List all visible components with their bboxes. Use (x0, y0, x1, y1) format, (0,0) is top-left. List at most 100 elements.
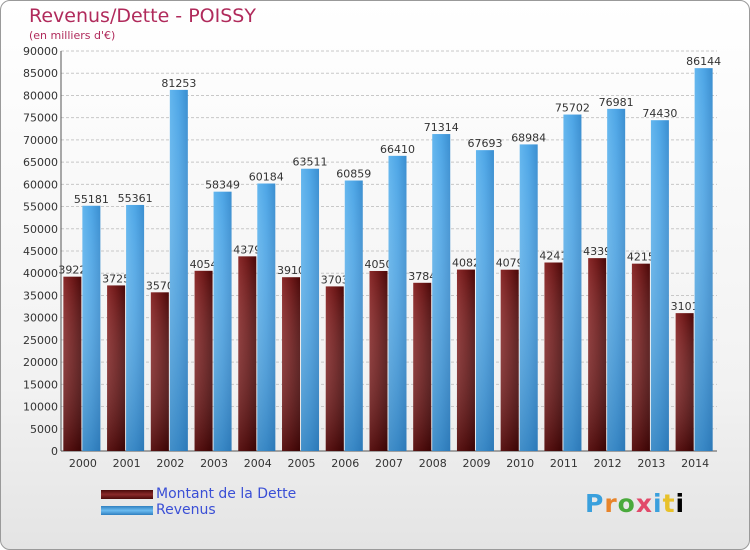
bar-revenus-shade (82, 205, 101, 451)
logo-letter: t (662, 489, 676, 518)
data-label-dette: 4339 (583, 245, 611, 258)
bar-revenus-shade (257, 183, 276, 451)
y-tick-label: 5000 (30, 423, 58, 436)
bar-dette-shade (194, 270, 213, 451)
x-tick-label: 2011 (550, 457, 578, 470)
x-tick-label: 2007 (375, 457, 403, 470)
y-tick-label: 65000 (23, 156, 58, 169)
y-tick-label: 75000 (23, 112, 58, 125)
data-label-revenus: 58349 (205, 179, 240, 192)
y-tick-label: 50000 (23, 223, 58, 236)
bar-revenus-shade (169, 89, 188, 452)
bar-revenus-shade (432, 134, 451, 451)
logo-letter: i (675, 489, 686, 518)
bar-revenus-shade (388, 155, 407, 451)
data-label-revenus: 68984 (511, 131, 546, 144)
bar-dette-shade (675, 313, 694, 451)
data-label-dette: 4215 (627, 251, 655, 264)
bar-revenus-shade (519, 144, 538, 451)
y-tick-label: 60000 (23, 178, 58, 191)
data-label-dette: 3922 (58, 264, 86, 277)
y-tick-label: 10000 (23, 401, 58, 414)
data-label-revenus: 76981 (599, 96, 634, 109)
logo-letter: x (635, 489, 653, 518)
data-label-dette: 4241 (539, 250, 567, 263)
data-label-dette: 3725 (102, 272, 130, 285)
bar-dette-shade (63, 276, 82, 451)
x-tick-label: 2006 (331, 457, 359, 470)
legend-swatch-revenus (101, 506, 153, 515)
y-tick-label: 35000 (23, 289, 58, 302)
bar-dette-shade (588, 258, 607, 451)
x-tick-label: 2009 (462, 457, 490, 470)
logo-letter: i (653, 489, 663, 518)
x-tick-label: 2014 (681, 457, 709, 470)
bar-revenus-shade (607, 108, 626, 452)
bar-revenus-shade (650, 120, 669, 451)
bar-revenus-shade (126, 204, 145, 451)
data-label-dette: 4050 (365, 258, 393, 271)
bar-dette-shade (325, 286, 344, 451)
x-tick-label: 2008 (419, 457, 447, 470)
legend-label-revenus: Revenus (156, 502, 216, 518)
x-tick-label: 2000 (69, 457, 97, 470)
y-tick-label: 85000 (23, 67, 58, 80)
y-tick-label: 55000 (23, 201, 58, 214)
bar-revenus-shade (213, 191, 232, 451)
y-tick-label: 20000 (23, 356, 58, 369)
legend-label-dette: Montant de la Dette (156, 486, 297, 502)
proxiti-logo: Proxiti (585, 489, 685, 518)
x-tick-label: 2002 (156, 457, 184, 470)
data-label-dette: 3101 (671, 300, 699, 313)
bar-dette-shade (107, 285, 126, 451)
bar-revenus-shade (344, 180, 363, 451)
y-tick-label: 45000 (23, 245, 58, 258)
logo-letter: r (604, 489, 618, 518)
data-label-revenus: 86144 (686, 55, 721, 68)
bar-dette-shade (413, 282, 432, 451)
data-label-revenus: 74430 (642, 107, 677, 120)
data-label-revenus: 66410 (380, 143, 415, 156)
data-label-dette: 3703 (321, 273, 349, 286)
x-tick-label: 2013 (637, 457, 665, 470)
y-tick-label: 40000 (23, 267, 58, 280)
bar-dette-shade (500, 269, 519, 451)
x-tick-label: 2001 (113, 457, 141, 470)
data-label-dette: 4082 (452, 257, 480, 270)
legend-swatch-dette (101, 490, 153, 499)
data-label-revenus: 55361 (118, 192, 153, 205)
data-label-revenus: 71314 (424, 121, 459, 134)
bar-revenus-shade (475, 150, 494, 452)
data-label-dette: 4379 (233, 243, 261, 256)
y-tick-label: 30000 (23, 312, 58, 325)
x-tick-label: 2012 (594, 457, 622, 470)
bar-dette-shade (631, 263, 650, 451)
bar-dette-shade (369, 270, 388, 451)
x-tick-label: 2003 (200, 457, 228, 470)
bar-dette-shade (238, 256, 257, 451)
data-label-revenus: 81253 (161, 77, 196, 90)
y-tick-label: 0 (51, 445, 58, 458)
bar-revenus-shade (563, 114, 582, 452)
x-tick-label: 2010 (506, 457, 534, 470)
bar-dette-shade (544, 262, 563, 451)
data-label-revenus: 55181 (74, 193, 109, 206)
data-label-revenus: 67693 (467, 137, 502, 150)
logo-letter: o (617, 489, 636, 518)
bar-revenus-shade (694, 68, 713, 451)
y-tick-label: 90000 (23, 45, 58, 58)
y-tick-label: 80000 (23, 89, 58, 102)
bar-dette-shade (456, 269, 475, 451)
bar-dette-shade (150, 292, 169, 451)
data-label-revenus: 60859 (336, 168, 371, 181)
chart-title: Revenus/Dette - POISSY (29, 5, 256, 27)
data-label-dette: 3910 (277, 264, 305, 277)
data-label-dette: 3570 (146, 279, 174, 292)
data-label-revenus: 60184 (249, 171, 284, 184)
chart-subtitle: (en milliers d'€) (29, 29, 116, 42)
data-label-dette: 3784 (408, 270, 436, 283)
logo-letter: P (585, 489, 605, 518)
y-tick-label: 70000 (23, 134, 58, 147)
data-label-revenus: 63511 (293, 156, 328, 169)
